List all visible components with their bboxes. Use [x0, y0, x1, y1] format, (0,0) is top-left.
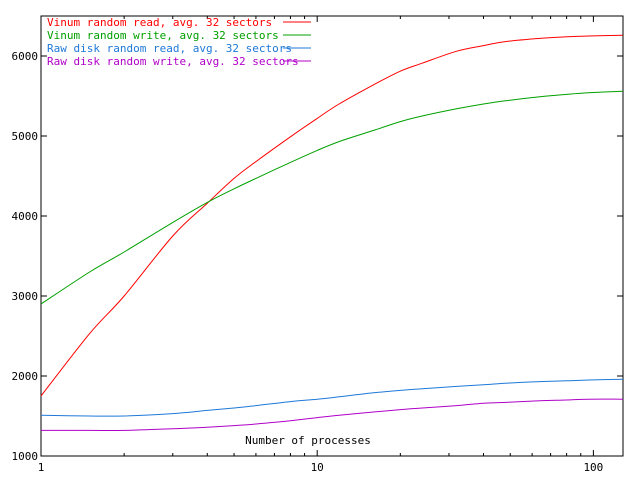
legend: Vinum random read, avg. 32 sectorsVinum …	[47, 16, 311, 68]
series-line-3	[40, 378, 624, 417]
y-tick-label: 1000	[12, 450, 39, 463]
plot-frame	[40, 15, 624, 457]
series-lines	[40, 34, 624, 432]
y-tick-label: 4000	[12, 210, 39, 223]
x-tick-label: 100	[583, 461, 603, 474]
x-tick-label: 10	[311, 461, 324, 474]
legend-label: Vinum random read, avg. 32 sectors	[47, 16, 272, 29]
legend-label: Raw disk random write, avg. 32 sectors	[47, 55, 299, 68]
series-line-4	[41, 398, 624, 432]
x-tick-label: 1	[38, 461, 45, 474]
y-tick-label: 2000	[12, 370, 39, 383]
legend-label: Vinum random write, avg. 32 sectors	[47, 29, 279, 42]
series-line-1	[40, 34, 624, 397]
x-axis: 1 10 100	[38, 16, 603, 474]
y-tick-label: 3000	[12, 290, 39, 303]
x-axis-label: Number of processes	[245, 434, 371, 447]
series-line-2	[40, 90, 624, 305]
y-axis: 1000 2000 3000 4000 5000 6000	[12, 50, 623, 463]
legend-label: Raw disk random read, avg. 32 sectors	[47, 42, 292, 55]
y-tick-label: 5000	[12, 130, 39, 143]
y-tick-label: 6000	[12, 50, 39, 63]
